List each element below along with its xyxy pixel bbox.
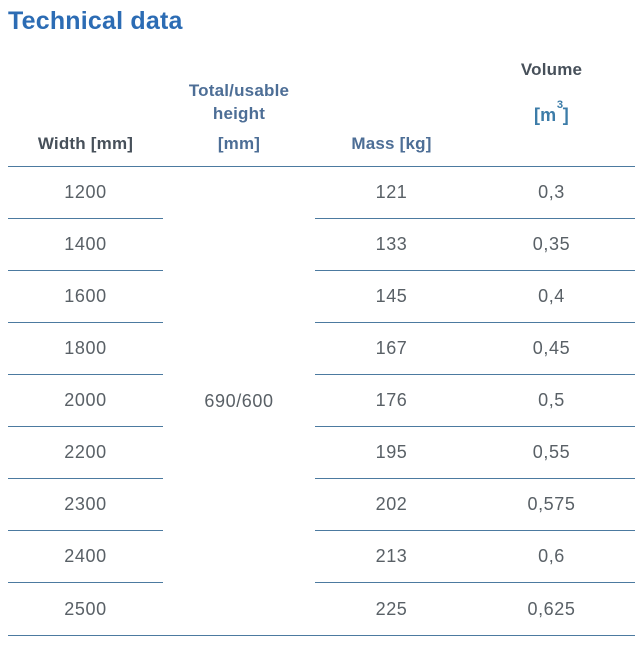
volume-unit-close: ] — [562, 105, 569, 125]
width-cell: 1800 — [8, 323, 163, 375]
width-cell: 2500 — [64, 598, 107, 619]
volume-cell: 0,6 — [538, 546, 565, 566]
table-row: 225 0,625 — [315, 583, 635, 635]
table-row: 133 0,35 — [315, 219, 635, 271]
volume-unit-open: [m — [533, 105, 557, 125]
mass-cell: 202 — [375, 494, 408, 514]
volume-cell: 0,35 — [532, 234, 571, 254]
volume-cell: 0,55 — [532, 442, 571, 462]
table-row: 213 0,6 — [315, 531, 635, 583]
column-header-height-line2: height — [212, 104, 266, 123]
column-header-height: Total/usable height [mm] — [163, 37, 315, 166]
column-header-width: Width [mm] — [8, 37, 163, 166]
table-row: 167 0,45 — [315, 323, 635, 375]
width-column: 1200 1400 1600 1800 2000 2200 2300 2400 … — [8, 167, 163, 635]
width-cell: 1600 — [8, 271, 163, 323]
volume-cell: 0,45 — [532, 338, 571, 358]
volume-cell: 0,575 — [527, 494, 576, 514]
column-header-volume-label: Volume — [520, 60, 583, 79]
volume-cell: 0,4 — [538, 286, 565, 306]
table-row: 202 0,575 — [315, 479, 635, 531]
mass-cell: 213 — [375, 546, 408, 566]
column-header-volume: Volume [m3] — [468, 37, 635, 166]
column-header-volume-unit: [m3] — [533, 98, 569, 127]
height-merged-cell: 690/600 — [204, 390, 274, 411]
mass-cell: 167 — [375, 338, 408, 358]
mass-cell: 133 — [375, 234, 408, 254]
width-cell: 2000 — [8, 375, 163, 427]
mass-cell: 145 — [375, 286, 408, 306]
page-title: Technical data — [8, 7, 183, 35]
volume-cell: 0,625 — [527, 598, 576, 619]
mass-cell: 121 — [375, 182, 408, 202]
width-cell: 2300 — [8, 479, 163, 531]
mass-volume-columns: 121 0,3 133 0,35 145 0,4 167 0,45 176 — [315, 167, 635, 635]
column-header-mass: Mass [kg] — [315, 37, 468, 166]
table-header-row: Width [mm] Total/usable height [mm] Mass… — [8, 37, 635, 167]
column-header-height-unit: [mm] — [217, 134, 261, 153]
column-header-mass-label: Mass [kg] — [351, 134, 432, 153]
width-cell: 1200 — [8, 167, 163, 219]
table-body: 1200 1400 1600 1800 2000 2200 2300 2400 … — [8, 167, 635, 636]
technical-data-page: Technical data Width [mm] Total/usable h… — [0, 5, 642, 636]
mass-cell: 195 — [375, 442, 408, 462]
table-row: 176 0,5 — [315, 375, 635, 427]
column-header-width-label: Width [mm] — [37, 134, 134, 153]
technical-data-table: Width [mm] Total/usable height [mm] Mass… — [8, 37, 635, 636]
volume-cell: 0,3 — [538, 182, 565, 202]
table-row: 121 0,3 — [315, 167, 635, 219]
table-row: 195 0,55 — [315, 427, 635, 479]
mass-cell: 225 — [375, 598, 408, 619]
table-row: 145 0,4 — [315, 271, 635, 323]
column-header-height-line1: Total/usable — [188, 81, 290, 100]
width-cell: 2400 — [8, 531, 163, 583]
volume-cell: 0,5 — [538, 390, 565, 410]
width-cell: 2200 — [8, 427, 163, 479]
volume-unit-superscript: 3 — [556, 98, 564, 111]
mass-cell: 176 — [375, 390, 408, 410]
width-cell: 1400 — [8, 219, 163, 271]
